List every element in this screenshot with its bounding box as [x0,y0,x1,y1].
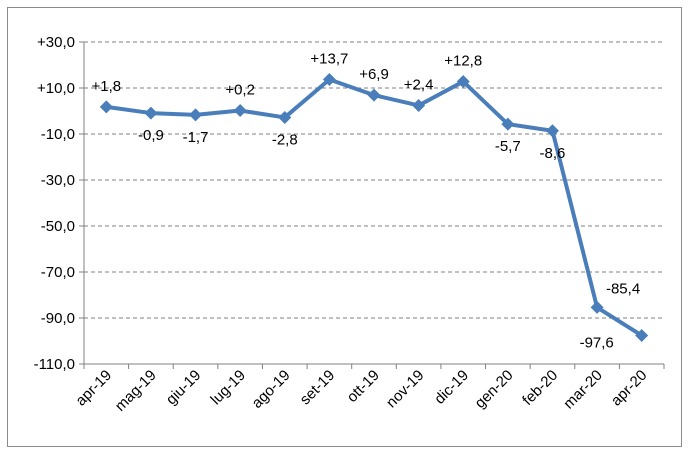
y-tick-label: -50,0 [41,218,75,235]
data-point [501,117,515,131]
y-tick-label: -10,0 [41,126,75,143]
x-tick-label: apr-19 [72,367,115,410]
data-point [99,100,113,114]
data-label: -2,8 [272,131,298,148]
x-tick-label: feb-20 [519,367,561,409]
data-label: +1,8 [91,78,121,95]
x-tick-label: ago-19 [249,367,294,412]
data-label: -85,4 [606,280,640,297]
x-tick-label: lug-19 [207,367,249,409]
y-tick-label: +10,0 [37,80,75,97]
x-tick-label: ott-19 [344,367,383,406]
data-label: +13,7 [310,50,348,67]
y-tick-label: -70,0 [41,264,75,281]
data-label: +12,8 [444,53,482,70]
y-tick-label: -30,0 [41,172,75,189]
series-line [106,77,643,338]
data-point [144,106,158,120]
data-label: -1,7 [183,129,209,146]
data-point [367,88,381,102]
x-tick-label: mag-19 [112,367,160,415]
data-point [545,124,559,138]
x-tick-label: gen-20 [472,367,517,412]
data-point [233,104,247,118]
y-tick-label: +30,0 [37,34,75,51]
x-tick-label: apr-20 [608,367,651,410]
x-tick-label: mar-20 [560,367,606,413]
x-tick-label: giu-19 [163,367,205,409]
y-tick-label: -90,0 [41,310,75,327]
data-point [590,300,604,314]
data-label: -97,6 [580,334,614,351]
data-point [412,98,426,112]
x-tick-label: nov-19 [383,367,427,411]
data-point [322,72,336,86]
data-label: +6,9 [359,66,389,83]
data-point [278,110,292,124]
y-tick-label: -110,0 [34,356,75,373]
data-label: -5,7 [495,138,521,155]
x-tick-label: dic-19 [431,367,472,408]
data-label: -8,6 [540,145,566,162]
data-point [189,108,203,122]
x-tick-label: set-19 [297,367,339,409]
data-label: +2,4 [404,76,434,93]
chart-frame [7,7,682,447]
data-label: +0,2 [225,82,255,99]
data-point [456,75,470,89]
data-point [635,328,649,342]
data-label: -0,9 [138,127,164,144]
